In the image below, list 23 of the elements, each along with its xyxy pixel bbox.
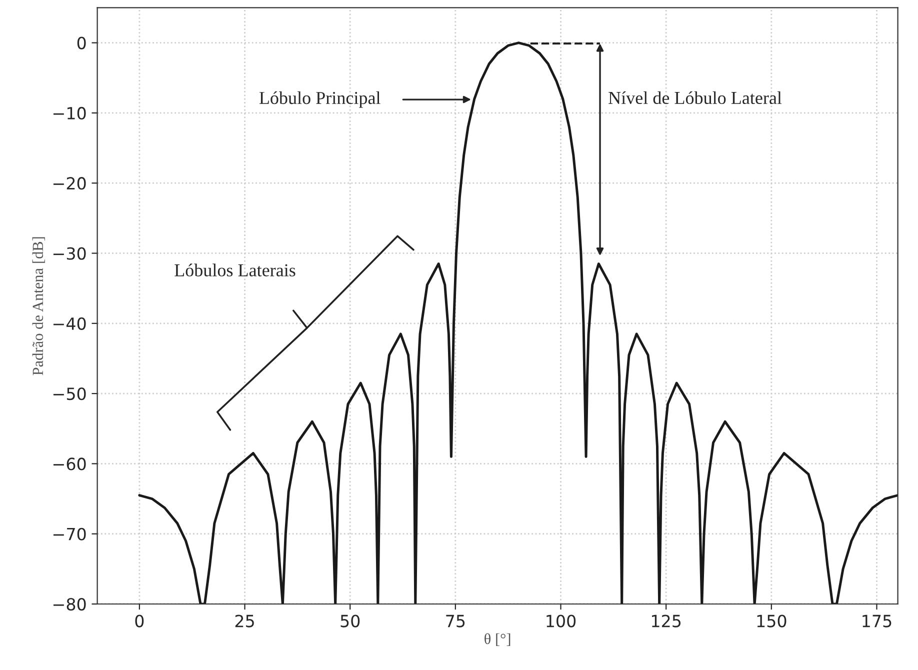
x-tick-label: 50 bbox=[340, 614, 360, 628]
y-tick-label: −80 bbox=[53, 598, 86, 611]
annotation: Lóbulo Principal bbox=[259, 91, 380, 108]
x-axis-title: θ [°] bbox=[484, 633, 510, 646]
y-tick-label: −40 bbox=[53, 317, 86, 330]
annotation: Lóbulos Laterais bbox=[174, 264, 296, 276]
y-tick-label: −70 bbox=[53, 528, 86, 540]
y-axis-title: Padrão de Antena [dB] bbox=[32, 237, 45, 376]
y-tick-label: −50 bbox=[53, 388, 86, 400]
x-tick-label: 100 bbox=[546, 614, 576, 628]
x-tick-label: 25 bbox=[235, 614, 254, 628]
x-tick-label: 175 bbox=[862, 614, 892, 628]
line-series bbox=[138, 42, 898, 604]
y-tick-label: −30 bbox=[53, 247, 86, 260]
y-tick-label: 0 bbox=[77, 36, 86, 50]
x-tick-label: 0 bbox=[135, 614, 144, 628]
x-tick-label: 125 bbox=[652, 614, 681, 628]
y-tick-label: −60 bbox=[53, 458, 86, 470]
x-tick-label: 75 bbox=[446, 614, 465, 628]
y-tick-label: −20 bbox=[53, 177, 86, 190]
y-tick-label: −10 bbox=[53, 106, 86, 120]
x-tick-label: 150 bbox=[757, 614, 786, 628]
annotation: Nível de Lóbulo Lateral bbox=[608, 91, 782, 104]
